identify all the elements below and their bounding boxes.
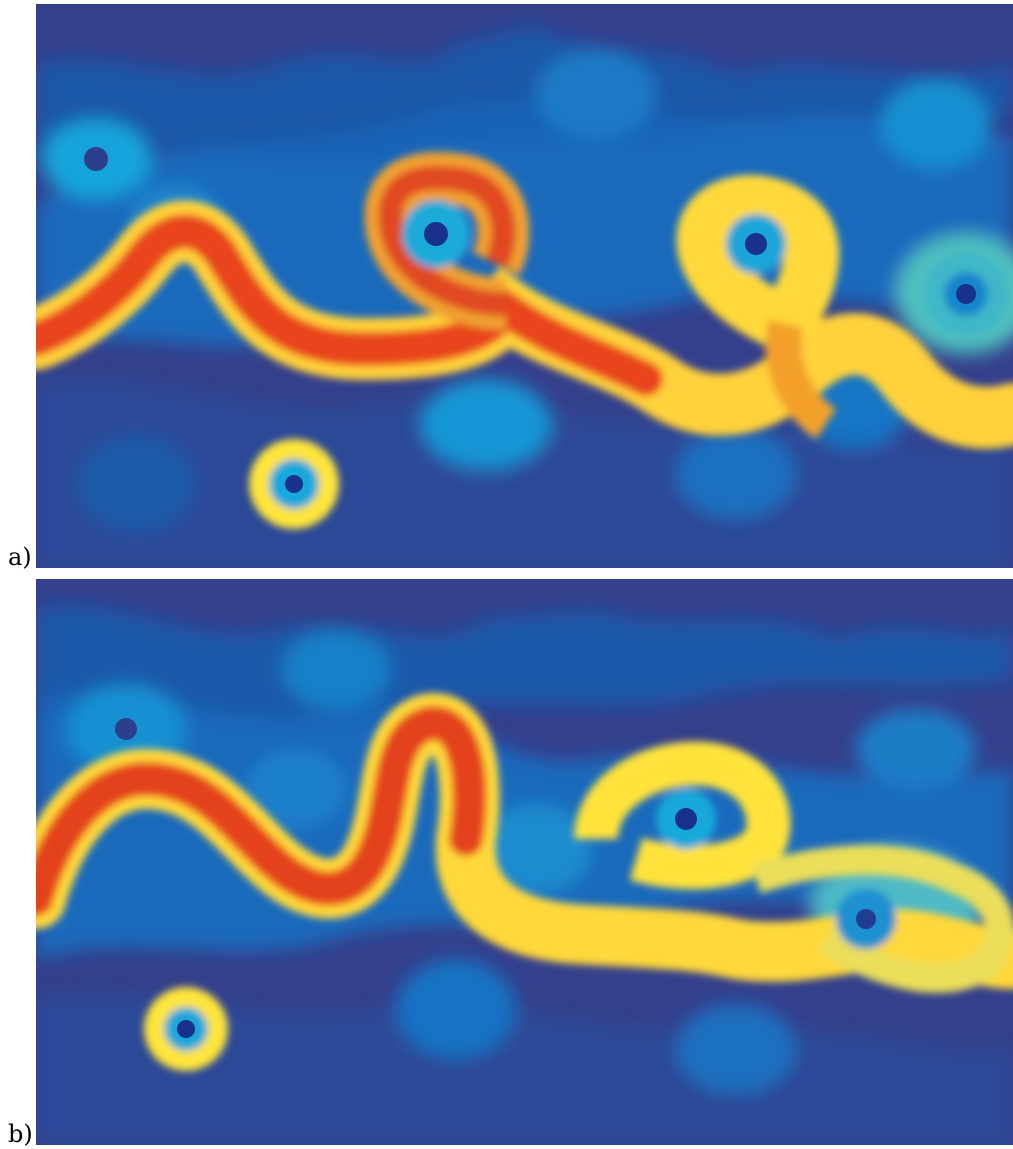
panel-b-field-image xyxy=(36,579,1013,1145)
panel-b-label: b) xyxy=(8,1120,33,1148)
panel-a-label: a) xyxy=(8,543,32,571)
panel-a-field-svg xyxy=(36,4,1013,568)
panel-a-field-image xyxy=(36,4,1013,568)
panel-b-field-svg xyxy=(36,579,1013,1145)
